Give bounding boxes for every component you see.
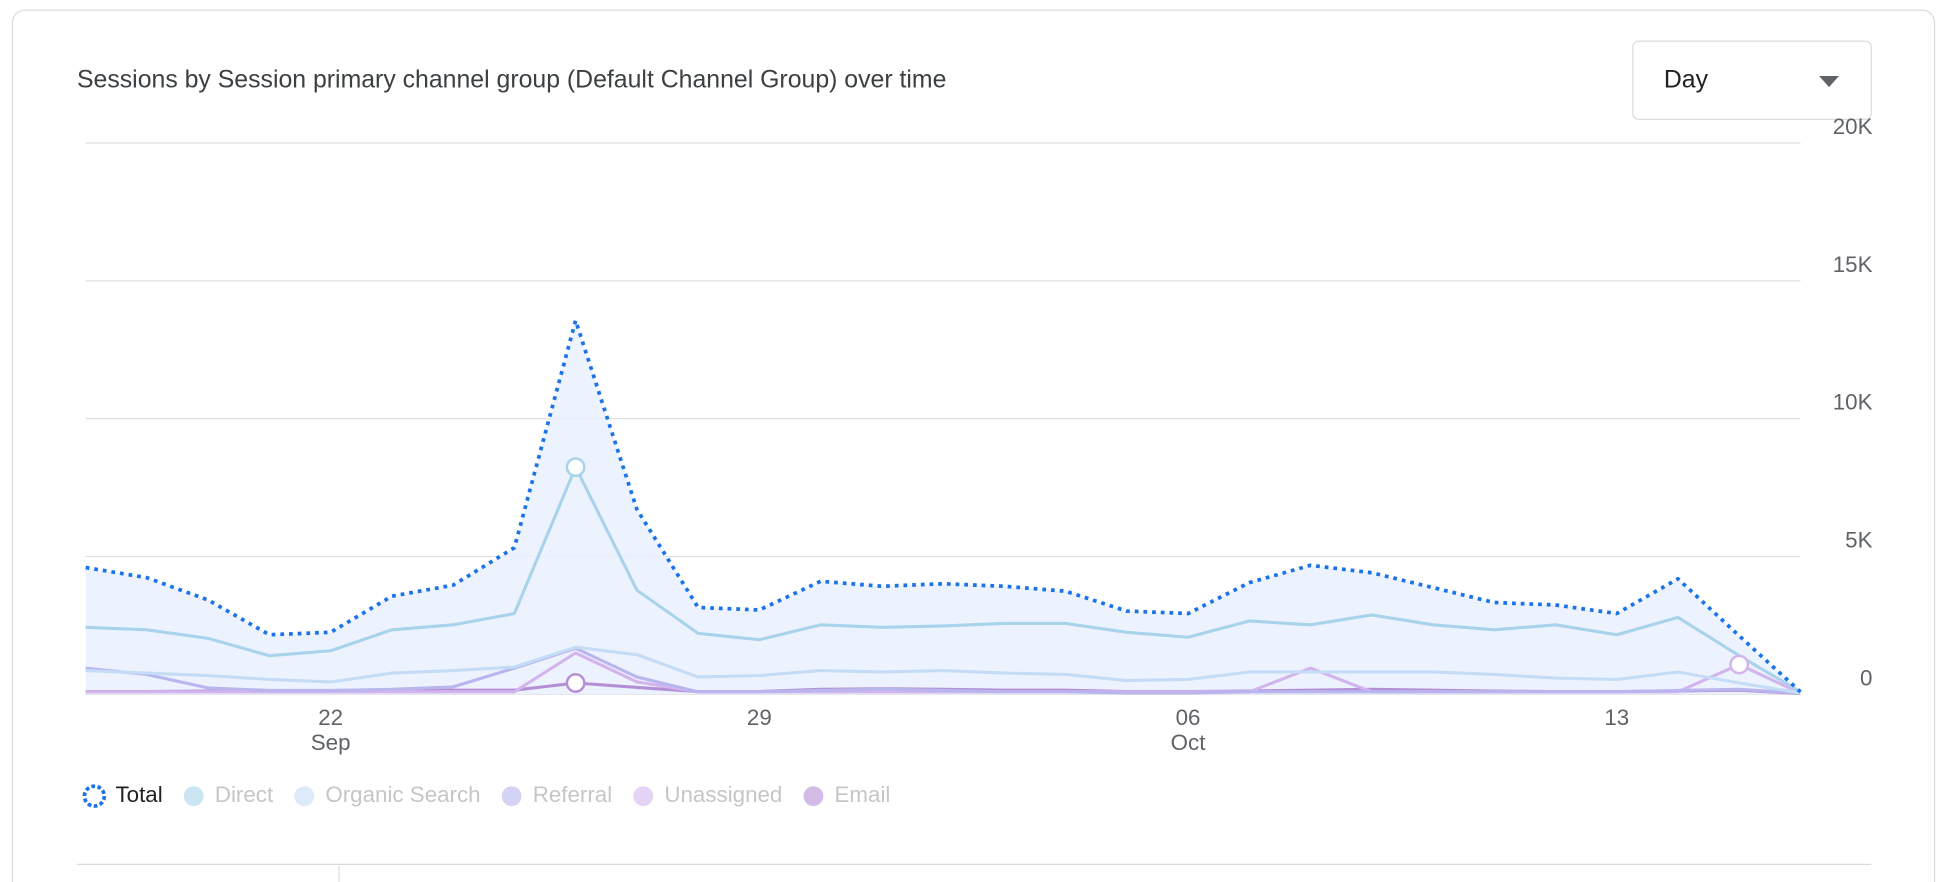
x-tick-label: 06	[1176, 705, 1201, 730]
legend-item[interactable]: Direct	[183, 782, 274, 807]
x-tick-label: 13	[1604, 705, 1629, 730]
legend-label[interactable]: Unassigned	[664, 782, 782, 807]
legend-swatch[interactable]	[803, 786, 824, 807]
legend-label[interactable]: Email	[835, 782, 891, 807]
point-marker	[565, 673, 586, 693]
legend-swatch[interactable]	[633, 786, 654, 807]
legend-label[interactable]: Organic Search	[325, 782, 480, 807]
legend-swatch[interactable]	[82, 784, 107, 808]
legend-swatch[interactable]	[294, 786, 315, 807]
dropdown-box[interactable]	[1632, 40, 1872, 121]
legend-label[interactable]: Total	[115, 782, 162, 807]
y-tick-label: 10K	[1833, 390, 1873, 415]
y-tick-label: 5K	[1845, 527, 1872, 552]
legend-label[interactable]: Referral	[533, 782, 612, 807]
dropdown-arrow	[1819, 75, 1839, 88]
legend-item[interactable]: Unassigned	[633, 782, 782, 807]
point-marker	[1729, 654, 1750, 675]
legend-label[interactable]: Direct	[215, 782, 274, 807]
x-tick-label: 22	[318, 705, 343, 730]
y-tick-label: 15K	[1833, 252, 1873, 277]
dropdown-label[interactable]: Day	[1664, 66, 1709, 93]
legend-item[interactable]: Email	[803, 782, 890, 807]
y-tick-label: 20K	[1833, 114, 1873, 139]
y-tick-label: 0	[1860, 665, 1872, 690]
total-line	[85, 318, 1802, 694]
dropdown[interactable]: Day	[1632, 40, 1872, 121]
x-sublabel: Sep	[311, 730, 351, 755]
series-line	[85, 646, 1801, 695]
total-area	[85, 320, 1801, 695]
series-line	[85, 465, 1802, 694]
legend-item[interactable]: Total	[82, 782, 163, 808]
series-line	[85, 645, 1801, 695]
legend-swatch[interactable]	[501, 786, 522, 807]
point-marker	[565, 457, 586, 478]
x-tick-label: 29	[747, 705, 772, 730]
legend-item[interactable]: Referral	[501, 782, 613, 807]
card	[11, 9, 1936, 882]
legend-swatch[interactable]	[183, 786, 204, 807]
legend-item[interactable]: Organic Search	[294, 782, 481, 807]
x-sublabel: Oct	[1171, 730, 1207, 755]
chart-title: Sessions by Session primary channel grou…	[77, 66, 946, 93]
